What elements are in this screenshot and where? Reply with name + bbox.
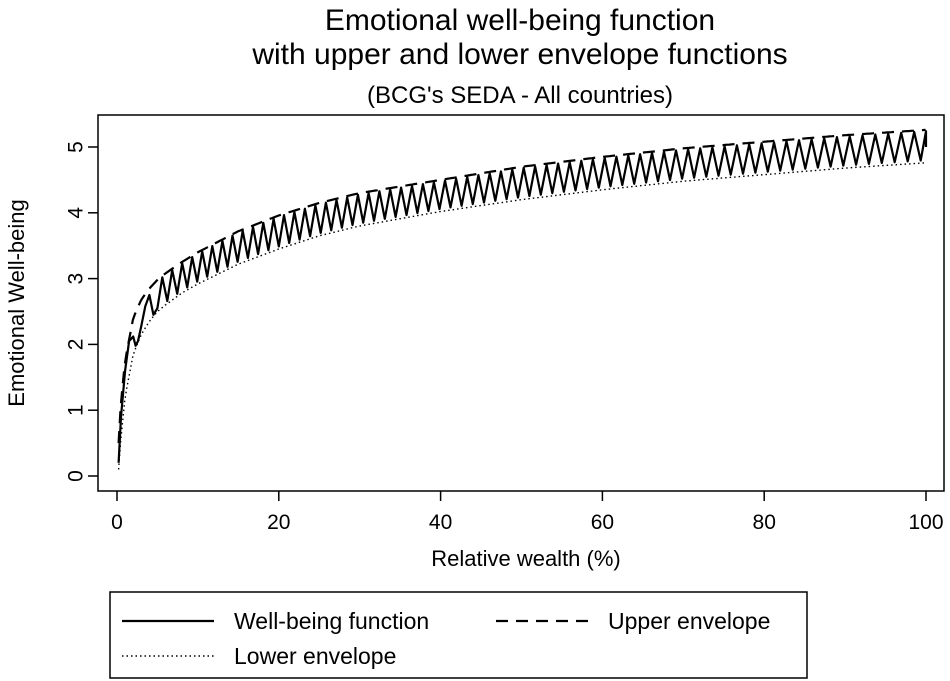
series-layer (117, 128, 928, 470)
y-tick-label: 0 (64, 470, 87, 482)
x-tick-label: 60 (591, 511, 614, 534)
y-tick-label: 4 (64, 207, 87, 219)
legend-label-well-being: Well-being function (234, 608, 429, 634)
series-upper-envelope (117, 128, 926, 444)
y-axis: 0 1 2 3 4 5 (64, 141, 98, 482)
chart-subtitle: (BCG's SEDA - All countries) (367, 82, 673, 109)
x-axis-label: Relative wealth (%) (431, 546, 621, 571)
x-tick-label: 100 (908, 511, 943, 534)
plot-frame (97, 114, 945, 492)
legend-label-lower-envelope: Lower envelope (234, 643, 396, 669)
y-tick-label: 3 (64, 273, 87, 285)
legend-box (109, 591, 808, 679)
y-tick-label: 2 (64, 339, 87, 351)
y-axis-label: Emotional Well-being (4, 199, 29, 406)
x-tick-label: 0 (111, 511, 123, 534)
series-lower-envelope (117, 162, 926, 470)
x-axis: 0 20 40 60 80 100 (111, 491, 944, 534)
x-tick-label: 80 (753, 511, 776, 534)
legend-label-upper-envelope: Upper envelope (608, 608, 770, 634)
y-tick-label: 5 (64, 141, 87, 153)
chart-title-line-1: Emotional well-being function (325, 4, 715, 37)
series-well-being-function (117, 130, 928, 463)
x-tick-label: 40 (429, 511, 452, 534)
chart-title-line-2: with upper and lower envelope functions (251, 38, 787, 71)
x-tick-label: 20 (267, 511, 290, 534)
y-tick-label: 1 (64, 404, 87, 416)
